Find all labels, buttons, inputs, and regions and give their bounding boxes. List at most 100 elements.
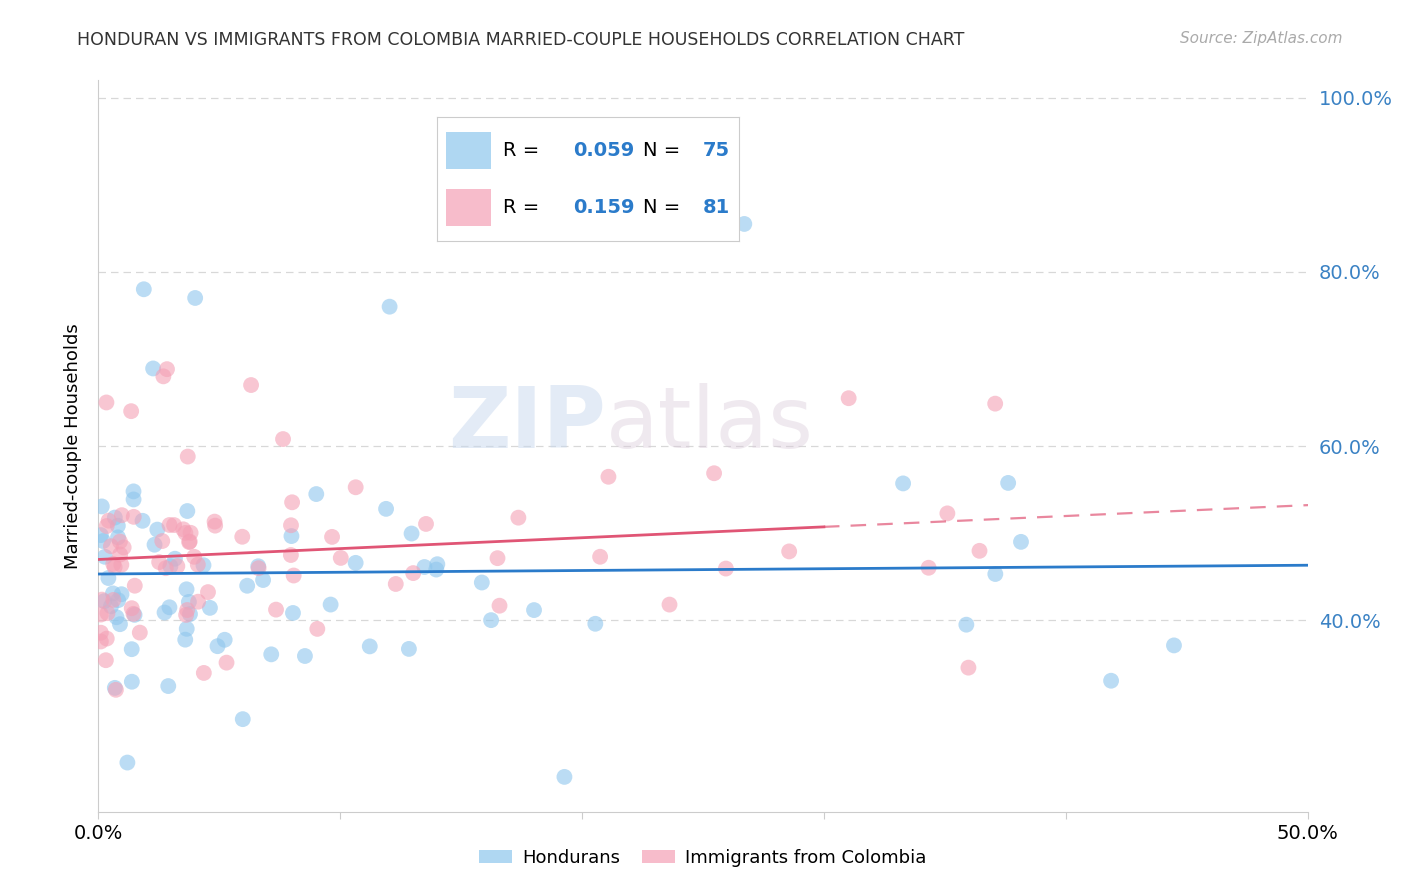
Point [155, 561, 177, 575]
Point [425, 563, 447, 577]
Point [183, 549, 205, 564]
Text: Source: ZipAtlas.com: Source: ZipAtlas.com [1180, 31, 1343, 46]
Point [104, 560, 127, 574]
Point [108, 617, 131, 632]
Point [598, 469, 620, 483]
Point [204, 518, 226, 533]
Point [159, 559, 181, 574]
Point [402, 566, 425, 580]
Point [131, 514, 153, 528]
Text: ZIP: ZIP [449, 383, 606, 466]
Point [384, 577, 406, 591]
Point [174, 607, 197, 622]
Legend: Hondurans, Immigrants from Colombia: Hondurans, Immigrants from Colombia [472, 842, 934, 874]
Point [108, 534, 131, 549]
Point [90, 634, 112, 648]
Point [176, 504, 198, 518]
Point [122, 492, 145, 507]
Point [111, 508, 134, 523]
Point [193, 665, 215, 680]
Point [153, 606, 176, 620]
Point [214, 632, 236, 647]
Point [180, 525, 202, 540]
Point [108, 548, 131, 562]
Point [124, 607, 146, 622]
Point [122, 509, 145, 524]
Point [121, 601, 143, 615]
Point [936, 507, 959, 521]
Point [508, 510, 530, 524]
Point [143, 538, 166, 552]
Point [128, 625, 150, 640]
Point [375, 501, 398, 516]
Point [283, 568, 305, 582]
Point [236, 579, 259, 593]
Point [329, 550, 352, 565]
Point [132, 282, 155, 296]
Point [101, 586, 124, 600]
Point [917, 560, 939, 574]
Point [159, 518, 181, 533]
Point [148, 555, 170, 569]
Point [197, 585, 219, 599]
Point [110, 558, 132, 572]
Point [523, 603, 546, 617]
Point [703, 467, 725, 481]
Point [107, 530, 129, 544]
Point [280, 518, 302, 533]
Point [426, 558, 449, 572]
Point [177, 450, 200, 464]
Point [488, 599, 510, 613]
Point [957, 660, 980, 674]
Point [187, 595, 209, 609]
Point [91, 534, 114, 549]
Point [104, 682, 127, 697]
Point [94, 653, 117, 667]
Point [96, 606, 118, 620]
Point [100, 539, 122, 553]
Point [891, 476, 914, 491]
Point [124, 579, 146, 593]
Point [174, 632, 197, 647]
Point [413, 560, 436, 574]
Point [240, 378, 263, 392]
Point [471, 575, 494, 590]
Point [184, 291, 207, 305]
Point [280, 548, 302, 562]
Point [247, 559, 270, 574]
Point [778, 544, 800, 558]
Point [179, 534, 201, 549]
Point [103, 557, 125, 571]
Point [838, 391, 860, 405]
Point [90, 607, 112, 622]
Point [294, 648, 316, 663]
Point [97, 514, 120, 528]
Point [177, 595, 200, 609]
Point [97, 571, 120, 585]
Point [179, 607, 201, 621]
Point [96, 632, 118, 646]
Point [984, 567, 1007, 582]
Point [204, 515, 226, 529]
Point [984, 397, 1007, 411]
Point [120, 404, 142, 418]
Point [105, 610, 128, 624]
Text: atlas: atlas [606, 383, 814, 466]
Point [281, 606, 304, 620]
Point [215, 656, 238, 670]
Point [150, 534, 173, 549]
Point [264, 602, 287, 616]
Point [231, 530, 253, 544]
Point [100, 599, 122, 614]
Point [174, 525, 197, 540]
Point [122, 607, 145, 621]
Point [344, 556, 367, 570]
Point [997, 475, 1019, 490]
Point [96, 395, 118, 409]
Point [176, 603, 198, 617]
Point [271, 432, 294, 446]
Point [176, 582, 198, 597]
Point [172, 522, 194, 536]
Point [733, 217, 755, 231]
Point [96, 519, 118, 533]
